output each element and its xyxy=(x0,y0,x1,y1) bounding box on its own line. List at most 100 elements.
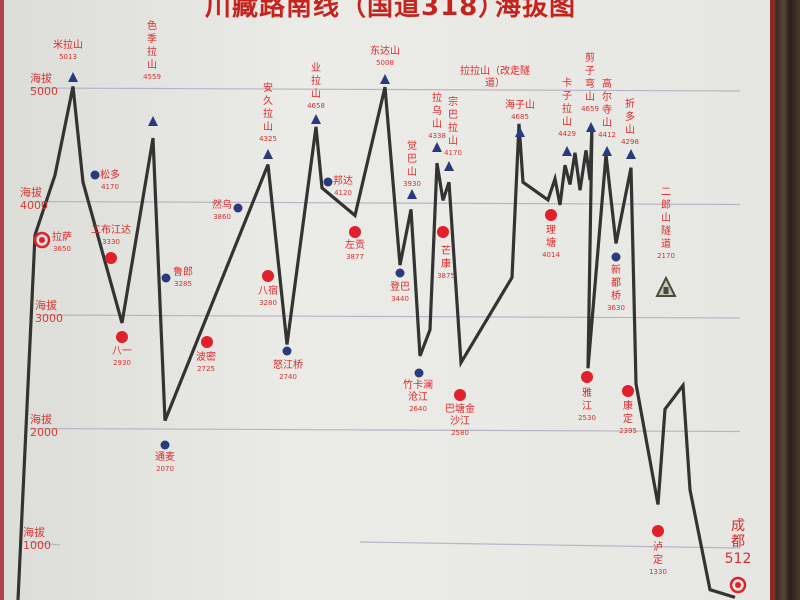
station-label: 巴塘金沙江 2580 xyxy=(444,404,476,438)
station-label: 芒康 3875 xyxy=(437,245,455,281)
station-label: 理塘 4014 xyxy=(542,224,560,260)
station-elevation: 2530 xyxy=(578,414,596,422)
y-tick-prefix: 海拔 xyxy=(30,412,52,426)
town-marker xyxy=(652,525,664,537)
gridline-1000 xyxy=(29,541,61,546)
station-label: 工布江达 3330 xyxy=(91,225,131,247)
town-marker xyxy=(105,252,117,264)
station-label: 觉巴山 3930 xyxy=(403,140,421,189)
station-elevation: 4170 xyxy=(101,183,119,191)
station-label: 宗巴拉山 4170 xyxy=(444,96,462,158)
station-label: 雅江 2530 xyxy=(578,387,596,423)
town-marker xyxy=(622,385,634,397)
station-dot-marker xyxy=(160,440,170,450)
station-name: 八宿 xyxy=(258,286,278,297)
y-tick-prefix: 海拔 xyxy=(30,72,52,85)
station-label: 松多 4170 xyxy=(100,170,120,192)
town-marker xyxy=(454,389,466,401)
tunnel-icon-door xyxy=(663,287,669,294)
station-elevation: 3330 xyxy=(102,238,120,246)
town-marker xyxy=(437,226,449,238)
station-elevation: 4685 xyxy=(511,113,529,121)
station-label: 成都 512 xyxy=(725,518,752,568)
station-name: 雅江 xyxy=(581,388,592,412)
board-edge xyxy=(0,0,4,600)
station-name: 拉拉山（改走隧道） xyxy=(460,66,530,89)
mountain-pass-marker xyxy=(626,149,636,159)
wooden-frame xyxy=(770,0,800,600)
station-dot-marker xyxy=(323,177,333,187)
station-name: 海子山 xyxy=(505,100,535,111)
city-marker-ring xyxy=(729,576,747,594)
station-label: 怒江桥 2740 xyxy=(273,360,303,382)
y-tick-value: 3000 xyxy=(35,312,63,325)
station-name: 东达山 xyxy=(370,46,400,57)
station-elevation: 4325 xyxy=(259,135,277,143)
y-tick-label-4000: 海拔 4000 xyxy=(20,186,48,212)
station-name: 左贡 xyxy=(345,240,365,251)
y-tick-label-1000: 海拔 1000 xyxy=(23,526,51,552)
station-name: 邦达 xyxy=(333,176,353,187)
y-tick-prefix: 海拔 xyxy=(20,185,42,199)
station-name: 高尔寺山 xyxy=(601,79,612,129)
mountain-pass-marker xyxy=(602,146,612,156)
y-tick-value: 5000 xyxy=(30,85,58,98)
chart-title-suffix: 海拔图 xyxy=(495,0,577,22)
station-name: 米拉山 xyxy=(53,40,83,51)
station-elevation: 2725 xyxy=(197,365,215,373)
station-elevation: 3860 xyxy=(213,213,231,221)
station-name: 怒江桥 xyxy=(273,360,303,371)
station-elevation: 3930 xyxy=(403,180,421,188)
station-elevation: 4338 xyxy=(428,132,446,140)
station-elevation: 4014 xyxy=(542,251,560,259)
station-elevation: 4429 xyxy=(558,130,576,138)
station-elevation: 4658 xyxy=(307,102,325,110)
station-name: 业拉山 xyxy=(310,63,321,100)
y-tick-value: 1000 xyxy=(23,539,51,552)
station-dot-marker xyxy=(611,252,621,262)
station-label: 折多山 4298 xyxy=(621,98,639,147)
station-elevation: 3650 xyxy=(53,245,71,253)
station-elevation: 4120 xyxy=(334,189,352,197)
station-name: 觉巴山 xyxy=(406,141,417,178)
chart-title: 川藏路南线（国道318） xyxy=(205,0,506,22)
station-label: 安久拉山 4325 xyxy=(259,82,277,144)
station-label: 新都桥 3630 xyxy=(607,264,625,313)
station-name: 理塘 xyxy=(545,225,556,249)
y-tick-value: 2000 xyxy=(30,425,58,439)
station-label: 鲁郎 3285 xyxy=(173,267,193,289)
station-name: 安久拉山 xyxy=(262,83,273,133)
station-name: 拉萨 xyxy=(52,232,72,243)
station-label: 康定 2395 xyxy=(619,400,637,436)
town-marker xyxy=(201,336,213,348)
station-dot-marker xyxy=(282,346,292,356)
station-label: 海子山 4685 xyxy=(505,100,535,122)
station-name: 折多山 xyxy=(624,99,635,136)
station-label: 登巴 3440 xyxy=(390,282,410,304)
station-label: 卡子拉山 4429 xyxy=(558,77,576,139)
station-elevation: 5013 xyxy=(59,53,77,61)
mountain-pass-marker xyxy=(380,74,390,84)
y-tick-label-5000: 海拔 5000 xyxy=(30,72,58,98)
station-elevation: 2580 xyxy=(451,429,469,437)
station-name: 松多 xyxy=(100,170,120,181)
station-label: 色季拉山 4559 xyxy=(143,20,161,82)
station-name: 泸定 xyxy=(652,542,663,566)
mountain-pass-marker xyxy=(263,149,273,159)
station-elevation: 1330 xyxy=(649,568,667,576)
station-elevation: 4659 xyxy=(581,105,599,113)
station-elevation: 3280 xyxy=(259,299,277,307)
gridline-4000 xyxy=(29,200,741,206)
station-name: 登巴 xyxy=(390,282,410,293)
town-marker xyxy=(349,226,361,238)
mountain-pass-marker xyxy=(311,114,321,124)
mountain-pass-marker xyxy=(586,122,596,132)
station-dot-marker xyxy=(233,203,243,213)
station-elevation: 2640 xyxy=(409,405,427,413)
station-label: 然乌 3860 xyxy=(212,200,232,222)
station-name: 巴塘金沙江 xyxy=(445,404,475,427)
town-marker xyxy=(545,209,557,221)
station-name: 宗巴拉山 xyxy=(447,97,458,147)
station-label: 二郎山隧道 2170 xyxy=(657,186,675,261)
station-elevation: 5008 xyxy=(376,59,394,67)
